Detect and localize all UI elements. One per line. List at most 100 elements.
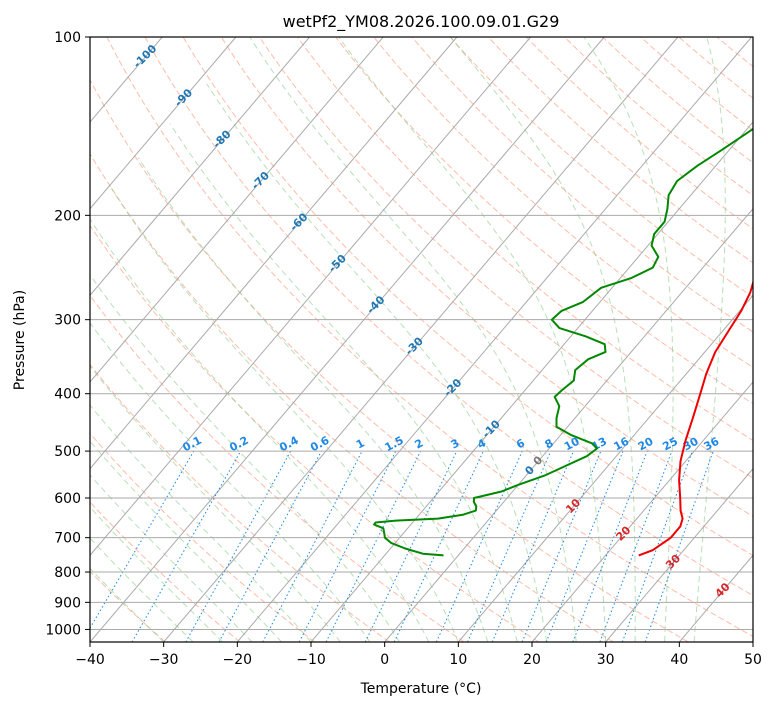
x-tick-label: −40 (75, 652, 105, 668)
moist-adiabat (90, 404, 312, 642)
isotherm-label: -100 (131, 42, 160, 71)
x-tick-label: 20 (523, 652, 541, 668)
isotherm-line (752, 641, 753, 642)
dry-adiabat (487, 37, 753, 264)
x-tick-label: 30 (597, 652, 615, 668)
chart-title: wetPf2_YM08.2026.100.09.01.G29 (283, 12, 560, 32)
isotherm-line (90, 37, 237, 210)
dry-adiabat (182, 37, 753, 557)
mixing-ratio-label: 20 (636, 435, 656, 454)
dry-adiabat (90, 78, 689, 642)
mixing-ratio-line (131, 450, 242, 642)
isotherm-line (90, 37, 384, 383)
isotherm-line (531, 381, 753, 642)
isotherm-line (236, 37, 752, 642)
moist-adiabat (90, 474, 253, 642)
dry-adiabat (564, 37, 753, 197)
x-tick-label: 10 (449, 652, 467, 668)
mixing-ratio-line (599, 450, 673, 642)
moist-adiabat (90, 440, 282, 642)
moist-adiabat (169, 123, 518, 642)
dry-adiabat (90, 153, 614, 642)
x-tick-label: −10 (296, 652, 326, 668)
dry-adiabat (449, 37, 753, 298)
dry-adiabat (106, 37, 753, 638)
mixing-ratio-label: 6 (514, 436, 527, 451)
mixing-ratio-label: 16 (612, 435, 632, 454)
y-tick-label: 200 (54, 208, 81, 224)
line-labels: 0.1 0.2 0.4 0.6 1 1.5 2 3 4 6 8 10 13 16 20 25 30 36-100-… (131, 42, 733, 600)
dry-adiabat (335, 37, 753, 405)
mixing-ratio-line (262, 450, 363, 642)
dry-adiabat (90, 501, 241, 642)
y-tick-label: 1000 (45, 622, 81, 638)
background-lines (90, 37, 775, 642)
isotherm-line (163, 37, 679, 642)
isotherm-line (678, 554, 753, 642)
moist-adiabat (206, 83, 548, 642)
isotherm-line (90, 37, 531, 557)
mixing-ratio-line (435, 450, 523, 642)
moist-adiabat (583, 37, 674, 642)
moist-adiabat (693, 37, 726, 642)
dry-adiabat (144, 37, 753, 597)
isotherm-line (90, 37, 310, 297)
dry-adiabat (258, 37, 753, 479)
y-tick-label: 900 (54, 595, 81, 611)
y-tick-label: 400 (54, 387, 81, 403)
mixing-ratio-label: 10 (562, 435, 582, 454)
x-tick-label: −30 (149, 652, 179, 668)
dry-adiabat (525, 37, 753, 230)
x-tick-label: 50 (744, 652, 762, 668)
mixing-ratio-line (393, 450, 484, 642)
isotherm-line (90, 37, 605, 642)
dry-adiabat (755, 37, 775, 642)
x-tick-label: −20 (223, 652, 253, 668)
mixing-ratio-line (325, 450, 422, 642)
mixing-ratio-line (218, 450, 322, 642)
sounding-traces (373, 127, 753, 557)
mixing-ratio-label: 25 (660, 435, 680, 454)
dry-adiabat (90, 432, 316, 642)
mixing-ratio-label: 8 (543, 436, 556, 451)
x-tick-label: 0 (380, 652, 389, 668)
plot-frame (89, 36, 754, 643)
isotherm-line (457, 294, 753, 642)
y-tick-label: 500 (54, 444, 81, 460)
y-tick-label: 800 (54, 565, 81, 581)
moist-adiabat (110, 187, 459, 642)
mixing-ratio-line (545, 450, 624, 642)
moist-adiabat (90, 506, 223, 642)
moist-adiabat (90, 567, 165, 642)
x-axis-label: Temperature (°C) (360, 681, 482, 697)
moist-adiabat (90, 218, 430, 642)
moist-adiabat (90, 322, 371, 642)
mixing-ratio-line (572, 450, 648, 642)
moist-adiabat (90, 365, 341, 642)
y-tick-label: 300 (54, 313, 81, 329)
mixing-ratio-label: 2 (413, 436, 426, 451)
mixing-ratio-label: 13 (589, 435, 609, 454)
dry-adiabat (602, 37, 753, 164)
y-tick-label: 700 (54, 531, 81, 547)
isotherm-line (605, 467, 753, 642)
x-tick-label: 40 (670, 652, 688, 668)
dewpoint-line (373, 127, 753, 557)
y-axis-label: Pressure (hPa) (12, 290, 28, 390)
dry-adiabat (220, 37, 753, 517)
moist-adiabat (90, 273, 400, 642)
mixing-ratio-line (90, 450, 195, 630)
temperature-line (638, 279, 753, 557)
isotherm-line (384, 207, 753, 642)
mixing-ratio-line (644, 450, 714, 642)
isotherm-line (90, 37, 458, 470)
moist-adiabat (450, 37, 636, 642)
moist-adiabat (338, 37, 607, 642)
mixing-ratio-label: 36 (702, 435, 722, 454)
mixing-ratio-line (185, 450, 292, 642)
y-tick-label: 600 (54, 491, 81, 507)
y-tick-label: 100 (54, 30, 81, 46)
dry-adiabat (297, 37, 753, 442)
dry-adiabat (90, 224, 540, 642)
